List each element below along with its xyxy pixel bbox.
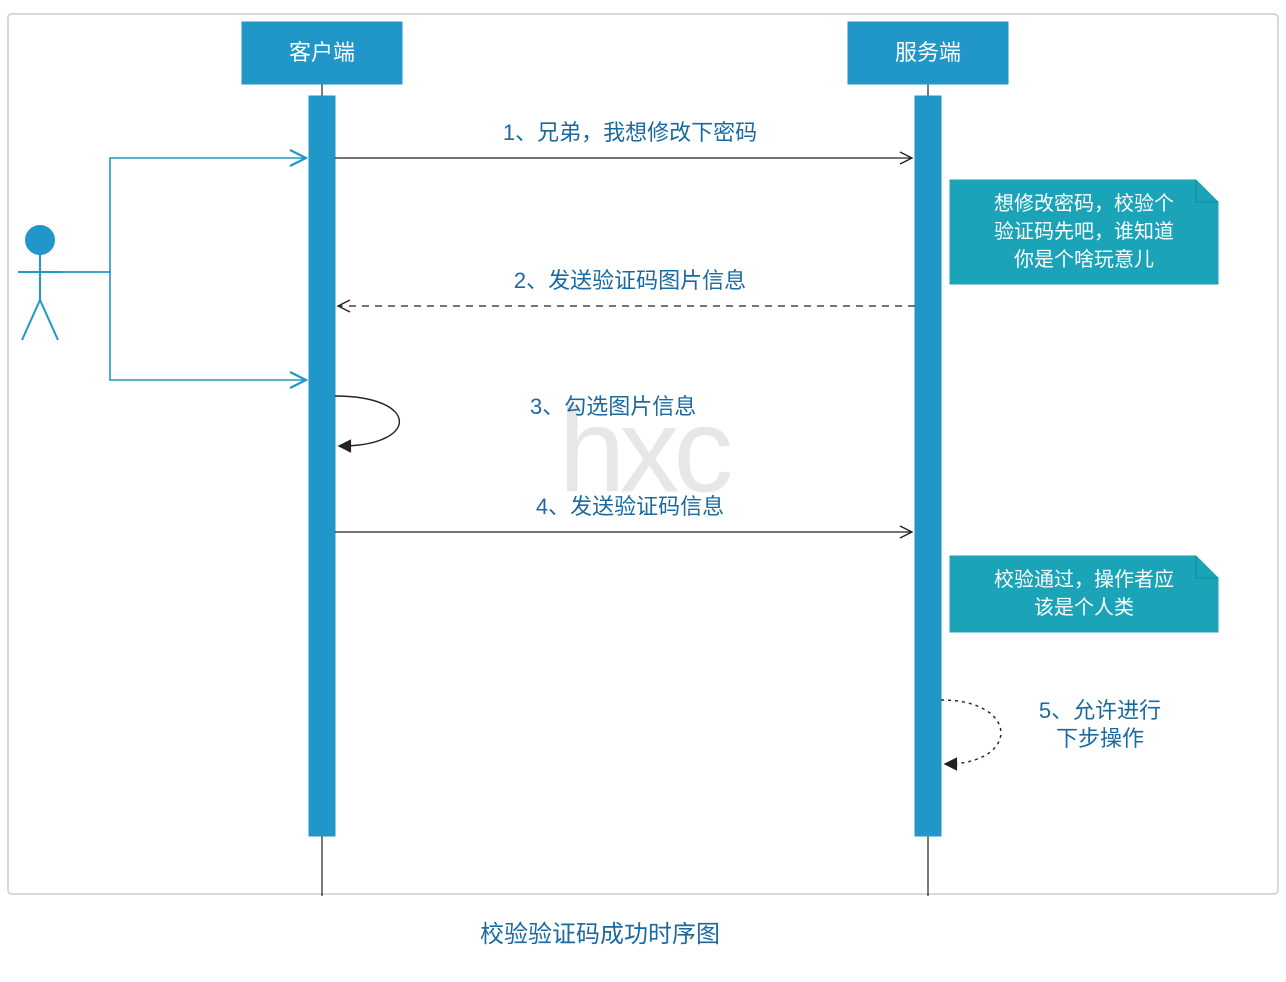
svg-text:4、发送验证码信息: 4、发送验证码信息: [536, 494, 724, 519]
client-activation: [309, 96, 335, 836]
message-2: 2、发送验证码图片信息: [338, 268, 915, 306]
participant-server-label: 服务端: [895, 40, 961, 65]
note-2: 校验通过，操作者应 该是个人类: [950, 556, 1218, 632]
diagram-caption: 校验验证码成功时序图: [480, 921, 720, 948]
svg-text:想修改密码，校验个: 想修改密码，校验个: [994, 192, 1174, 215]
server-activation: [915, 96, 941, 836]
message-5: 5、允许进行 下步操作: [941, 698, 1161, 764]
actor-arrow-2: [62, 272, 306, 380]
actor-icon: [18, 226, 62, 340]
svg-text:1、兄弟，我想修改下密码: 1、兄弟，我想修改下密码: [503, 120, 757, 145]
svg-text:校验通过，操作者应: 校验通过，操作者应: [994, 568, 1174, 591]
participant-server: 服务端: [848, 22, 1008, 84]
svg-text:下步操作: 下步操作: [1056, 726, 1144, 751]
message-4: 4、发送验证码信息: [335, 494, 912, 532]
note-1: 想修改密码，校验个 验证码先吧，谁知道 你是个啥玩意儿: [950, 180, 1218, 284]
svg-text:验证码先吧，谁知道: 验证码先吧，谁知道: [994, 220, 1174, 243]
participant-client-label: 客户端: [289, 40, 355, 65]
svg-text:2、发送验证码图片信息: 2、发送验证码图片信息: [514, 268, 746, 293]
svg-text:3、勾选图片信息: 3、勾选图片信息: [530, 394, 696, 419]
participant-client: 客户端: [242, 22, 402, 84]
sequence-diagram: hxc 客户端 服务端 1、兄弟，我想修改下密码 想修改密码，校验个 验证码先吧…: [0, 0, 1286, 982]
actor-arrow-1: [62, 158, 306, 272]
svg-text:你是个啥玩意儿: 你是个啥玩意儿: [1014, 248, 1154, 271]
svg-text:5、允许进行: 5、允许进行: [1039, 698, 1161, 723]
svg-text:该是个人类: 该是个人类: [1034, 596, 1134, 619]
message-1: 1、兄弟，我想修改下密码: [335, 120, 912, 158]
